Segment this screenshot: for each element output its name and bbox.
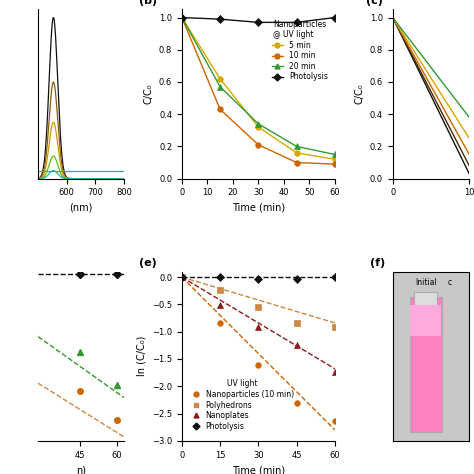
Text: (c): (c)	[366, 0, 383, 6]
Text: Initial: Initial	[415, 278, 437, 287]
X-axis label: Time (min): Time (min)	[232, 465, 285, 474]
Text: (b): (b)	[139, 0, 157, 6]
Bar	[410, 306, 441, 336]
Legend: 5 min, 10 min, 20 min, Photolysis: 5 min, 10 min, 20 min, Photolysis	[268, 17, 331, 84]
X-axis label: (nm): (nm)	[69, 203, 92, 213]
Bar	[410, 297, 442, 432]
Y-axis label: C/C₀: C/C₀	[354, 84, 364, 104]
Y-axis label: ln (C/C₀): ln (C/C₀)	[137, 336, 146, 376]
Bar	[414, 292, 437, 306]
Text: c: c	[448, 278, 452, 287]
Legend: Nanoparticles (10 min), Polyhedrons, Nanoplates, Photolysis: Nanoparticles (10 min), Polyhedrons, Nan…	[189, 376, 297, 434]
Text: (e): (e)	[139, 258, 157, 268]
X-axis label: n): n)	[76, 465, 86, 474]
Y-axis label: C/C₀: C/C₀	[143, 84, 153, 104]
X-axis label: Time (min): Time (min)	[232, 203, 285, 213]
Text: (f): (f)	[370, 258, 385, 268]
